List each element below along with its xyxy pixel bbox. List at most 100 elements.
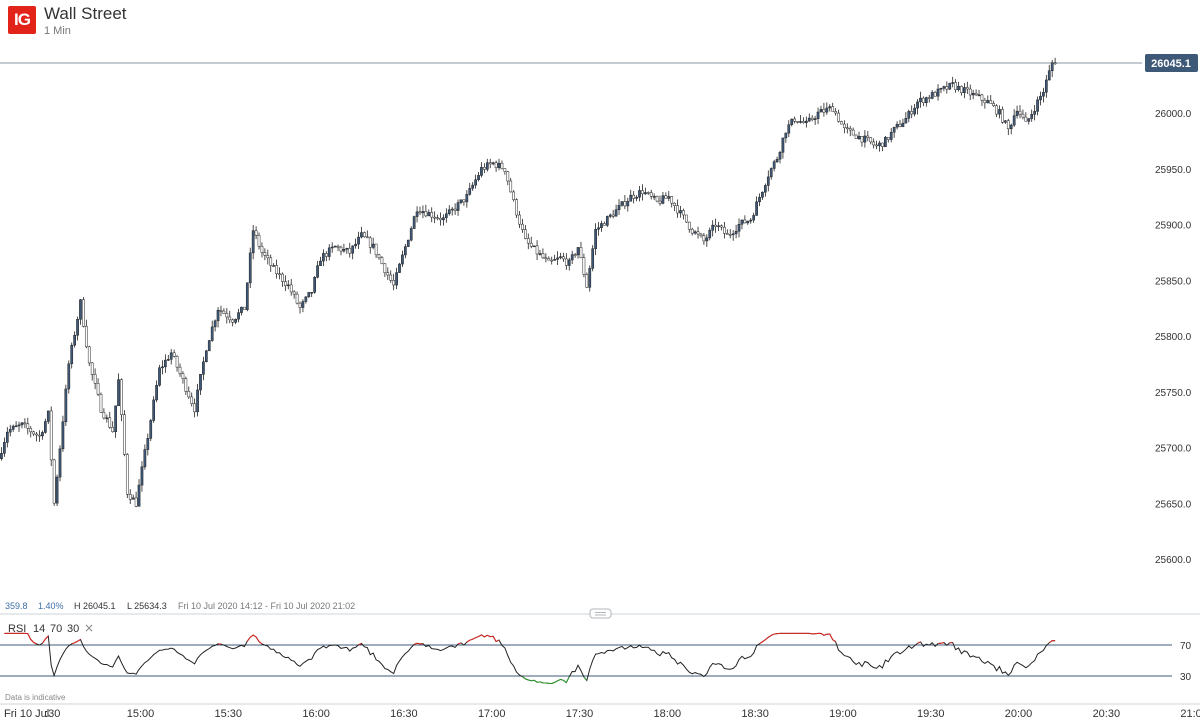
candle[interactable]	[898, 119, 902, 128]
candle[interactable]	[73, 331, 76, 348]
candle[interactable]	[831, 102, 835, 112]
candle[interactable]	[166, 355, 170, 362]
candle[interactable]	[711, 220, 715, 237]
candle[interactable]	[500, 160, 504, 170]
candles[interactable]	[0, 57, 1057, 508]
candle[interactable]	[787, 120, 791, 137]
candle[interactable]	[556, 251, 559, 265]
candle[interactable]	[617, 199, 621, 215]
candle[interactable]	[810, 115, 814, 122]
candle[interactable]	[907, 109, 911, 123]
candle[interactable]	[345, 247, 349, 254]
candle[interactable]	[38, 430, 41, 442]
candle[interactable]	[386, 267, 390, 280]
candle[interactable]	[295, 291, 299, 305]
candle[interactable]	[70, 342, 74, 369]
candle[interactable]	[357, 231, 360, 249]
candle[interactable]	[225, 308, 229, 324]
candle[interactable]	[939, 87, 943, 94]
candle[interactable]	[149, 418, 153, 442]
candle[interactable]	[957, 81, 960, 92]
candle[interactable]	[860, 135, 864, 147]
candle[interactable]	[333, 245, 337, 248]
candle[interactable]	[708, 227, 712, 241]
candle[interactable]	[79, 298, 82, 325]
candle[interactable]	[155, 380, 158, 403]
candle[interactable]	[570, 250, 574, 265]
candle[interactable]	[260, 242, 264, 258]
candle[interactable]	[0, 447, 3, 461]
candle[interactable]	[322, 249, 325, 267]
candle[interactable]	[1050, 59, 1054, 78]
candle[interactable]	[834, 108, 837, 116]
candle[interactable]	[193, 398, 196, 418]
candle[interactable]	[102, 408, 106, 420]
candle[interactable]	[272, 263, 276, 267]
candle[interactable]	[96, 378, 100, 397]
candle[interactable]	[257, 232, 261, 250]
candle[interactable]	[816, 107, 820, 125]
candle[interactable]	[845, 123, 849, 134]
candle[interactable]	[658, 195, 662, 206]
candle[interactable]	[863, 130, 867, 148]
candle[interactable]	[26, 417, 30, 435]
candle[interactable]	[629, 189, 633, 202]
candle[interactable]	[125, 453, 129, 499]
candle[interactable]	[275, 259, 278, 279]
candle[interactable]	[968, 84, 972, 101]
candle[interactable]	[289, 279, 293, 296]
candle[interactable]	[538, 249, 542, 256]
candle[interactable]	[134, 491, 138, 508]
candle[interactable]	[679, 205, 682, 218]
candle[interactable]	[199, 374, 202, 396]
candle[interactable]	[948, 82, 952, 91]
candle[interactable]	[813, 115, 817, 125]
candle[interactable]	[213, 319, 217, 332]
candle[interactable]	[963, 83, 966, 99]
candle[interactable]	[286, 280, 290, 290]
candle[interactable]	[409, 226, 413, 242]
candle[interactable]	[459, 199, 463, 205]
candle[interactable]	[1044, 75, 1048, 98]
candle[interactable]	[128, 489, 132, 505]
candle[interactable]	[796, 121, 799, 124]
candle[interactable]	[696, 226, 700, 239]
candle[interactable]	[327, 244, 331, 261]
candle[interactable]	[266, 249, 270, 265]
candle[interactable]	[360, 226, 363, 239]
candle[interactable]	[529, 236, 533, 249]
candle[interactable]	[187, 386, 191, 399]
pane-resize-handle[interactable]	[589, 608, 612, 619]
candle[interactable]	[1015, 105, 1019, 119]
candle[interactable]	[884, 135, 887, 147]
candle[interactable]	[32, 430, 36, 436]
candle[interactable]	[646, 191, 650, 195]
candle[interactable]	[661, 192, 665, 205]
candle[interactable]	[761, 191, 764, 200]
candle[interactable]	[611, 209, 615, 219]
candle[interactable]	[1001, 106, 1004, 124]
candle[interactable]	[254, 226, 258, 240]
candle[interactable]	[237, 308, 240, 323]
candle[interactable]	[263, 248, 267, 261]
candle[interactable]	[714, 218, 717, 233]
candle[interactable]	[731, 230, 735, 241]
candle[interactable]	[450, 206, 454, 216]
candle[interactable]	[851, 127, 855, 136]
candle[interactable]	[120, 378, 123, 422]
candle[interactable]	[181, 371, 185, 384]
candle[interactable]	[354, 238, 357, 249]
candle[interactable]	[117, 373, 120, 407]
candle[interactable]	[456, 199, 460, 216]
candle[interactable]	[807, 113, 811, 123]
candle[interactable]	[439, 212, 442, 226]
candle[interactable]	[986, 95, 990, 104]
candle[interactable]	[477, 172, 480, 182]
candle[interactable]	[649, 189, 653, 200]
candle[interactable]	[114, 405, 117, 438]
candle[interactable]	[29, 426, 33, 438]
candle[interactable]	[682, 208, 685, 220]
candle[interactable]	[1004, 120, 1007, 124]
candle[interactable]	[3, 437, 6, 457]
candle[interactable]	[44, 418, 47, 434]
